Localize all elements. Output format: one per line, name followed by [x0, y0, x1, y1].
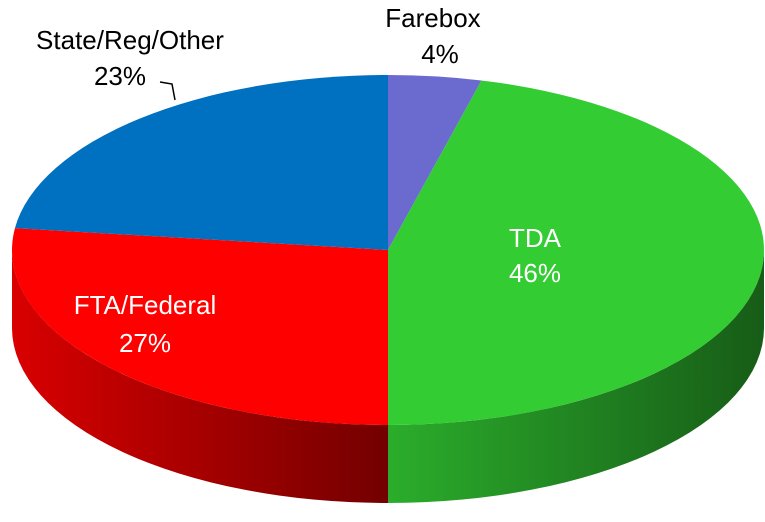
slice-side — [388, 250, 764, 503]
slice-label: State/Reg/Other — [36, 25, 224, 55]
slice-value-label: 4% — [421, 39, 459, 69]
labels: Farebox 4% TDA 46% FTA/Federal 27% State/Reg/O… — [36, 3, 562, 358]
slice-label: TDA — [509, 223, 562, 253]
slice-label: Farebox — [385, 3, 480, 33]
pie-sides — [12, 250, 764, 503]
slice — [11, 228, 389, 425]
slice-value-label: 23% — [94, 61, 146, 91]
slice-value-label: 27% — [119, 328, 171, 358]
slice — [388, 75, 482, 250]
slice-value-label: 46% — [509, 258, 561, 288]
slice — [388, 80, 765, 425]
slice-side — [12, 250, 388, 503]
pie-tops — [11, 75, 765, 425]
leader-line — [159, 81, 176, 101]
slice-label: FTA/Federal — [74, 290, 217, 320]
slice — [14, 75, 388, 250]
